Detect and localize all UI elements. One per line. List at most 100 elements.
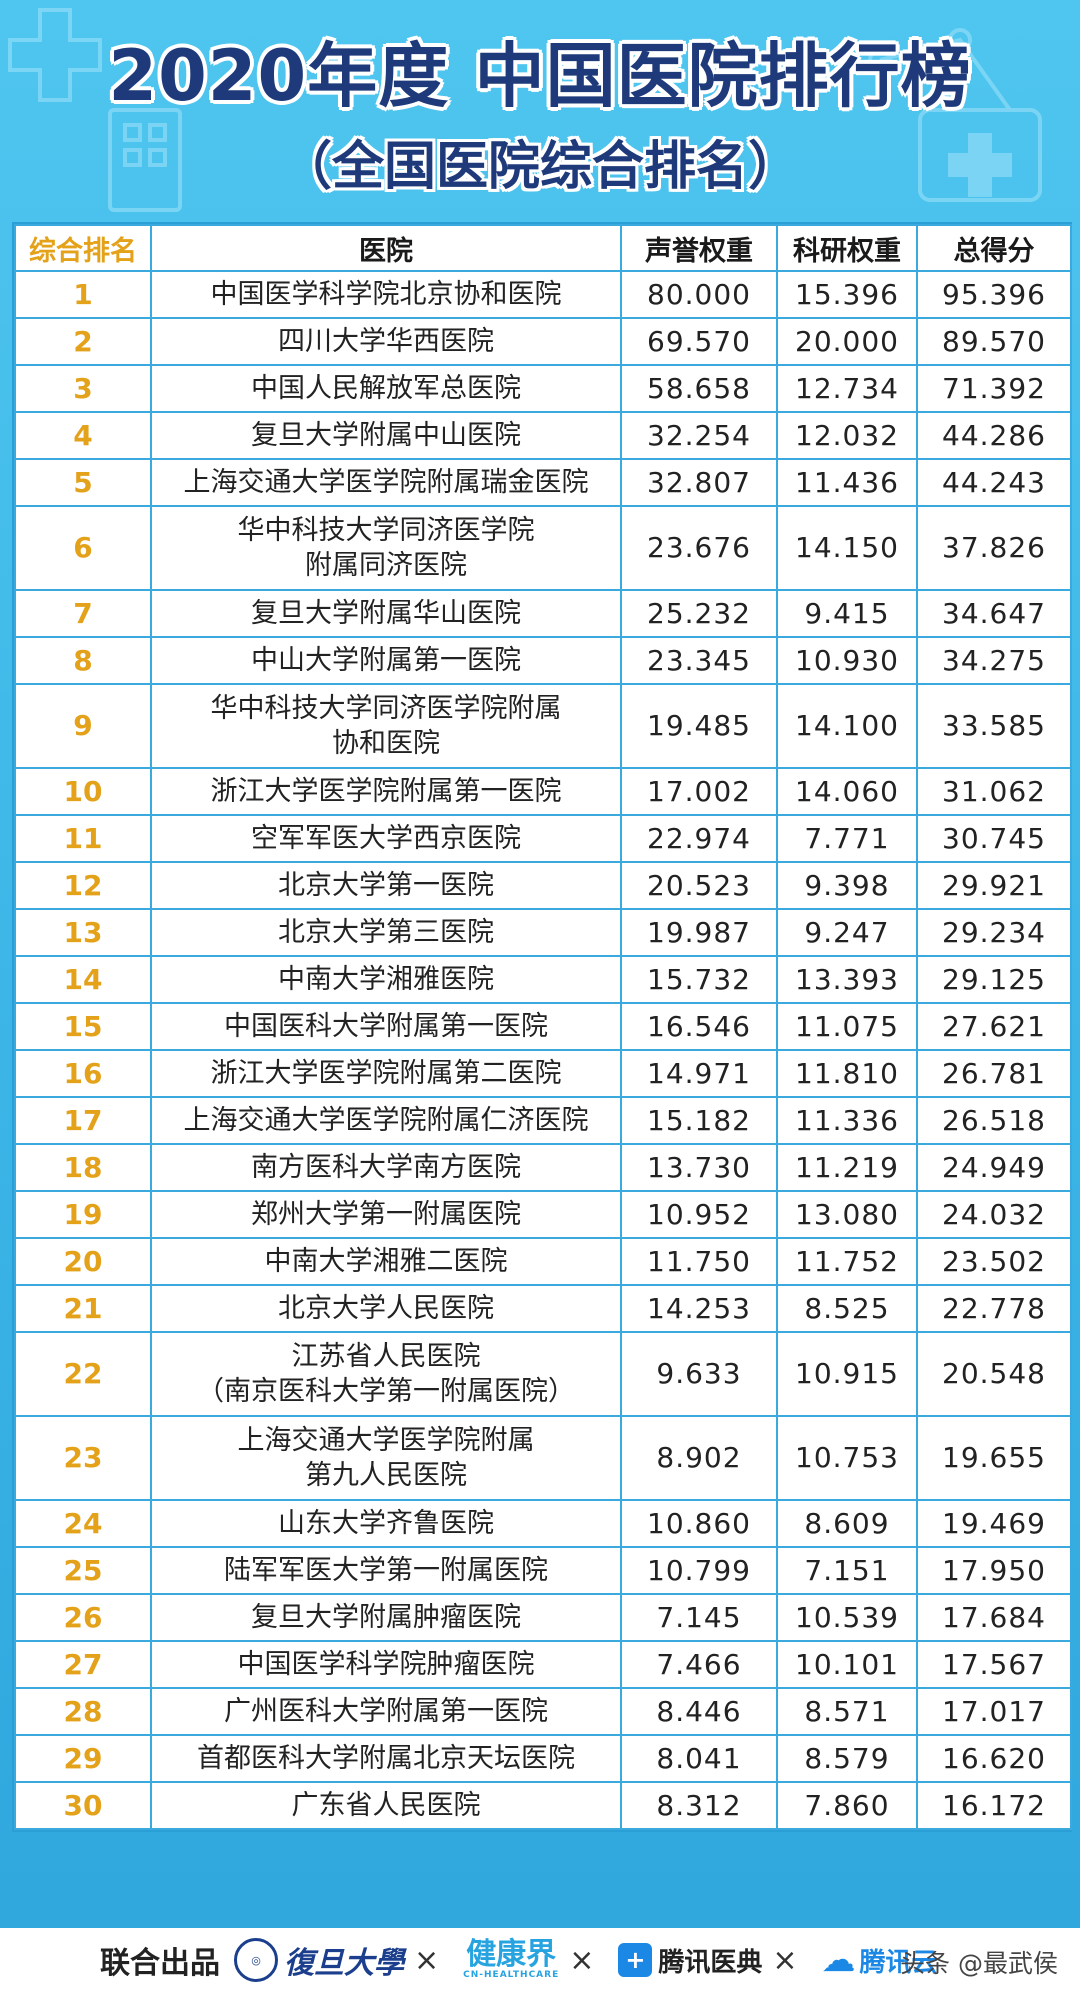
hospital-name-line: 中国医学科学院北京协和医院	[210, 279, 562, 310]
hospital-name-line: 首都医科大学附属北京天坛医院	[197, 1743, 575, 1774]
rank-cell: 29	[14, 1734, 152, 1783]
reputation-cell: 8.041	[620, 1734, 778, 1783]
total-cell: 19.469	[916, 1499, 1072, 1548]
total-cell: 26.781	[916, 1049, 1072, 1098]
research-cell: 8.525	[776, 1284, 918, 1333]
plus-icon: +	[618, 1943, 653, 1977]
hospital-name-line: 北京大学第三医院	[278, 917, 494, 948]
hospital-name-line: 上海交通大学医学院附属仁济医院	[183, 1105, 589, 1136]
table-row: 13 北京大学第三医院 19.987 9.247 29.234	[14, 908, 1072, 957]
hospital-cell: 华中科技大学同济医学院 附属同济医院	[150, 505, 622, 591]
reputation-cell: 7.145	[620, 1593, 778, 1642]
hospital-name-line: 复旦大学附属肿瘤医院	[251, 1602, 521, 1633]
hospital-cell: 北京大学第一医院	[150, 861, 622, 910]
rank-cell: 3	[14, 364, 152, 413]
reputation-cell: 19.987	[620, 908, 778, 957]
hospital-name-line: 上海交通大学医学院附属	[237, 1425, 535, 1456]
research-cell: 10.930	[776, 636, 918, 685]
reputation-cell: 8.312	[620, 1781, 778, 1830]
hospital-name-line: 北京大学人民医院	[278, 1293, 494, 1324]
total-cell: 31.062	[916, 767, 1072, 816]
reputation-cell: 7.466	[620, 1640, 778, 1689]
tencent-cloud-logo-text: 腾讯云	[859, 1947, 938, 1978]
table-row: 17 上海交通大学医学院附属仁济医院 15.182 11.336 26.518	[14, 1096, 1072, 1145]
hospital-cell: 中国人民解放军总医院	[150, 364, 622, 413]
reputation-cell: 25.232	[620, 589, 778, 638]
table-row: 1 中国医学科学院北京协和医院 80.000 15.396 95.396	[14, 270, 1072, 319]
hospital-cell: 北京大学人民医院	[150, 1284, 622, 1333]
research-cell: 10.101	[776, 1640, 918, 1689]
footer-label: 联合出品	[100, 1946, 220, 1981]
reputation-cell: 14.971	[620, 1049, 778, 1098]
total-cell: 20.548	[916, 1331, 1072, 1417]
rank-cell: 4	[14, 411, 152, 460]
hospital-name-line: 陆军军医大学第一附属医院	[224, 1555, 548, 1586]
research-cell: 10.915	[776, 1331, 918, 1417]
research-cell: 7.771	[776, 814, 918, 863]
table-row: 16 浙江大学医学院附属第二医院 14.971 11.810 26.781	[14, 1049, 1072, 1098]
table-row: 15 中国医科大学附属第一医院 16.546 11.075 27.621	[14, 1002, 1072, 1051]
research-cell: 11.752	[776, 1237, 918, 1286]
column-header-rank: 综合排名	[14, 224, 152, 272]
table-row: 24 山东大学齐鲁医院 10.860 8.609 19.469	[14, 1499, 1072, 1548]
hospital-cell: 空军军医大学西京医院	[150, 814, 622, 863]
table-row: 28 广州医科大学附属第一医院 8.446 8.571 17.017	[14, 1687, 1072, 1736]
hospital-cell: 中国医科大学附属第一医院	[150, 1002, 622, 1051]
rank-cell: 23	[14, 1415, 152, 1501]
reputation-cell: 11.750	[620, 1237, 778, 1286]
hospital-name-line: 复旦大学附属中山医院	[251, 420, 521, 451]
hospital-name-line: 第九人民医院	[305, 1460, 467, 1491]
table-row: 25 陆军军医大学第一附属医院 10.799 7.151 17.950	[14, 1546, 1072, 1595]
rank-cell: 5	[14, 458, 152, 507]
total-cell: 34.275	[916, 636, 1072, 685]
table-row: 2 四川大学华西医院 69.570 20.000 89.570	[14, 317, 1072, 366]
hospital-name-line: 中国人民解放军总医院	[251, 373, 521, 404]
rank-cell: 28	[14, 1687, 152, 1736]
total-cell: 71.392	[916, 364, 1072, 413]
hospital-name-line: 空军军医大学西京医院	[251, 823, 521, 854]
column-header-hospital: 医院	[150, 224, 622, 272]
total-cell: 29.125	[916, 955, 1072, 1004]
hospital-name-line: 广东省人民医院	[291, 1790, 481, 1821]
hospital-name-line: 华中科技大学同济医学院	[237, 515, 535, 546]
table-row: 19 郑州大学第一附属医院 10.952 13.080 24.032	[14, 1190, 1072, 1239]
tencent-yidian-logo: + 腾讯医典	[618, 1942, 762, 1979]
reputation-cell: 10.952	[620, 1190, 778, 1239]
hospital-name-line: 华中科技大学同济医学院附属	[210, 693, 562, 724]
tencent-cloud-logo: ☁ 腾讯云	[822, 1940, 938, 1980]
research-cell: 7.151	[776, 1546, 918, 1595]
table-row: 10 浙江大学医学院附属第一医院 17.002 14.060 31.062	[14, 767, 1072, 816]
table-row: 21 北京大学人民医院 14.253 8.525 22.778	[14, 1284, 1072, 1333]
research-cell: 12.734	[776, 364, 918, 413]
total-cell: 24.032	[916, 1190, 1072, 1239]
rank-cell: 11	[14, 814, 152, 863]
hospital-cell: 首都医科大学附属北京天坛医院	[150, 1734, 622, 1783]
hospital-name-line: 中国医学科学院肿瘤医院	[237, 1649, 535, 1680]
reputation-cell: 22.974	[620, 814, 778, 863]
hospital-name-line: 江苏省人民医院	[291, 1341, 481, 1372]
reputation-cell: 19.485	[620, 683, 778, 769]
cloud-icon: ☁	[821, 1940, 856, 1980]
total-cell: 19.655	[916, 1415, 1072, 1501]
total-cell: 17.567	[916, 1640, 1072, 1689]
rank-cell: 24	[14, 1499, 152, 1548]
hospital-cell: 上海交通大学医学院附属仁济医院	[150, 1096, 622, 1145]
rank-cell: 30	[14, 1781, 152, 1830]
research-cell: 13.080	[776, 1190, 918, 1239]
total-cell: 27.621	[916, 1002, 1072, 1051]
reputation-cell: 15.732	[620, 955, 778, 1004]
hospital-cell: 南方医科大学南方医院	[150, 1143, 622, 1192]
hospital-name-line: 山东大学齐鲁医院	[278, 1508, 494, 1539]
table-row: 8 中山大学附属第一医院 23.345 10.930 34.275	[14, 636, 1072, 685]
table-row: 3 中国人民解放军总医院 58.658 12.734 71.392	[14, 364, 1072, 413]
reputation-cell: 58.658	[620, 364, 778, 413]
rank-cell: 21	[14, 1284, 152, 1333]
hospital-name-line: 中山大学附属第一医院	[251, 645, 521, 676]
total-cell: 17.950	[916, 1546, 1072, 1595]
rank-cell: 16	[14, 1049, 152, 1098]
hospital-cell: 郑州大学第一附属医院	[150, 1190, 622, 1239]
table-row: 20 中南大学湘雅二医院 11.750 11.752 23.502	[14, 1237, 1072, 1286]
fudan-seal-icon: ◎	[234, 1938, 278, 1982]
reputation-cell: 9.633	[620, 1331, 778, 1417]
total-cell: 33.585	[916, 683, 1072, 769]
